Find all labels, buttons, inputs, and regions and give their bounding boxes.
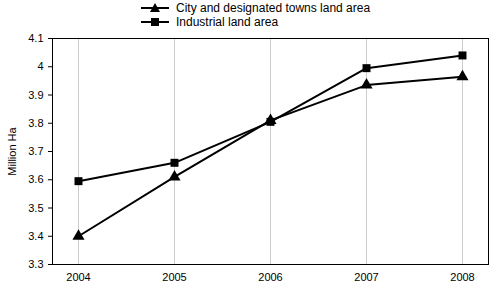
svg-text:2008: 2008	[450, 271, 474, 283]
svg-text:2006: 2006	[258, 271, 282, 283]
svg-text:4.1: 4.1	[28, 32, 43, 44]
svg-text:2007: 2007	[354, 271, 378, 283]
svg-text:3.3: 3.3	[28, 258, 43, 270]
svg-text:2004: 2004	[66, 271, 90, 283]
html-text:City and designated towns land: City and designated towns land area	[176, 1, 371, 15]
svg-text:3.9: 3.9	[28, 89, 43, 101]
svg-text:3.7: 3.7	[28, 145, 43, 157]
svg-text:3.6: 3.6	[28, 173, 43, 185]
svg-text:Million Ha: Million Ha	[6, 126, 18, 175]
svg-text:3.4: 3.4	[28, 230, 43, 242]
svg-text:4: 4	[37, 60, 43, 72]
svg-text:3.5: 3.5	[28, 202, 43, 214]
html-text:Industrial land area: Industrial land area	[176, 15, 279, 29]
svg-text:3.8: 3.8	[28, 117, 43, 129]
svg-text:2005: 2005	[162, 271, 186, 283]
